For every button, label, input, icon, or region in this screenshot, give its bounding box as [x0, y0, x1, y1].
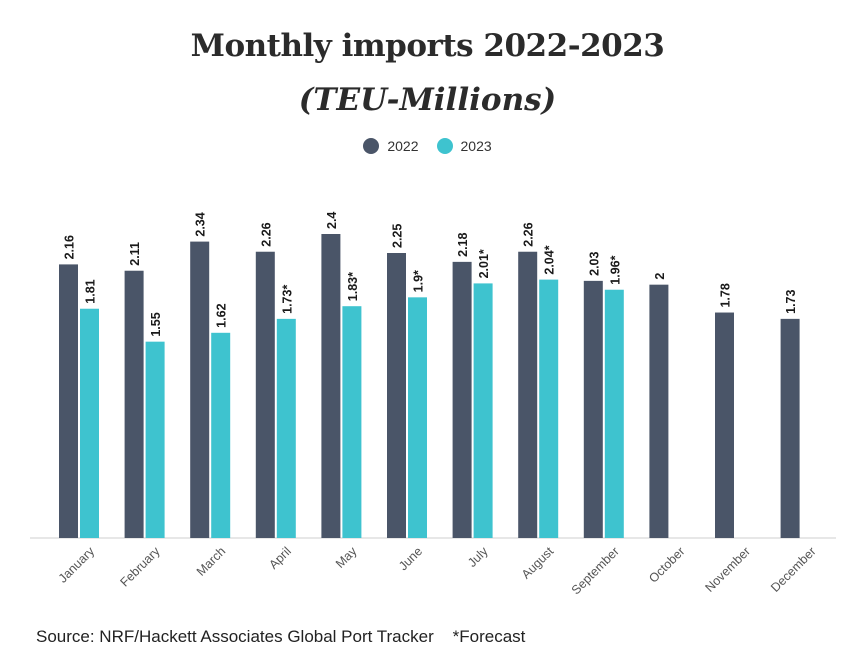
bar-2023-february	[145, 341, 165, 538]
data-label-2022-february: 2.11	[128, 242, 142, 266]
bar-2022-june	[387, 253, 406, 538]
legend-label-2023: 2023	[460, 138, 492, 154]
bar-2023-july	[473, 283, 493, 538]
x-tick-label-october: October	[646, 544, 687, 585]
data-label-2023-march: 1.62	[215, 303, 229, 327]
legend-item-2023: 2023	[436, 138, 492, 154]
data-label-2022-october: 2	[653, 273, 667, 280]
bar-2023-may	[342, 306, 362, 538]
data-label-2023-june: 1.9*	[412, 270, 426, 292]
data-label-2023-january: 1.81	[84, 279, 98, 303]
bar-2022-october	[649, 284, 669, 538]
x-tick-label-may: May	[333, 544, 360, 571]
data-label-2023-may: 1.83*	[346, 272, 360, 301]
bar-2023-june	[408, 297, 427, 538]
x-tick-label-march: March	[194, 544, 228, 578]
bar-2022-august	[518, 251, 538, 538]
bar-2022-july	[452, 261, 472, 538]
data-label-2022-may: 2.4	[325, 212, 339, 229]
chart-title: Monthly imports 2022-2023	[190, 28, 665, 64]
data-label-2022-august: 2.26	[522, 222, 536, 246]
bar-2023-march	[211, 332, 231, 538]
x-tick-label-june: June	[396, 544, 425, 573]
x-tick-label-april: April	[266, 544, 294, 572]
x-tick-label-november: November	[702, 544, 753, 595]
data-label-2023-august: 2.04*	[543, 245, 557, 274]
bar-2023-august	[539, 279, 559, 538]
bar-2022-april	[255, 251, 275, 538]
bar-2022-january	[59, 264, 78, 538]
bar-2023-january	[80, 308, 99, 538]
bar-2022-february	[124, 270, 144, 538]
source-note: Source: NRF/Hackett Associates Global Po…	[36, 627, 526, 646]
data-label-2022-september: 2.03	[587, 251, 601, 275]
x-tick-label-january: January	[56, 544, 98, 586]
data-label-2023-april: 1.73*	[280, 285, 294, 314]
data-label-2022-july: 2.18	[456, 232, 470, 256]
bar-2023-september	[604, 289, 624, 538]
legend-swatch-2022	[363, 138, 380, 154]
bar-2022-march	[190, 241, 210, 538]
data-label-2022-march: 2.34	[194, 212, 208, 236]
legend-item-2022: 2022	[363, 138, 419, 154]
data-label-2022-april: 2.26	[259, 222, 273, 246]
legend-label-2022: 2022	[387, 138, 419, 154]
x-tick-label-february: February	[117, 544, 163, 590]
data-label-2022-january: 2.16	[63, 235, 77, 259]
data-label-2023-july: 2.01*	[477, 249, 491, 278]
data-label-2023-february: 1.55	[149, 312, 163, 336]
x-tick-label-july: July	[465, 544, 491, 570]
bar-2022-november	[715, 312, 734, 538]
bar-2022-september	[583, 280, 603, 538]
legend: 2022 2023	[0, 138, 855, 154]
data-label-2022-november: 1.78	[719, 283, 733, 307]
chart-subtitle: (TEU-Millions)	[298, 82, 557, 118]
data-label-2022-june: 2.25	[391, 224, 405, 248]
legend-swatch-2023	[436, 138, 453, 154]
x-tick-label-september: September	[569, 544, 622, 597]
x-tick-label-december: December	[768, 544, 819, 595]
bar-2022-may	[321, 234, 341, 538]
x-tick-label-august: August	[519, 544, 557, 582]
bar-2022-december	[780, 318, 800, 538]
data-label-2022-december: 1.73	[784, 289, 798, 313]
data-label-2023-september: 1.96*	[608, 255, 622, 284]
bar-2023-april	[276, 318, 296, 538]
